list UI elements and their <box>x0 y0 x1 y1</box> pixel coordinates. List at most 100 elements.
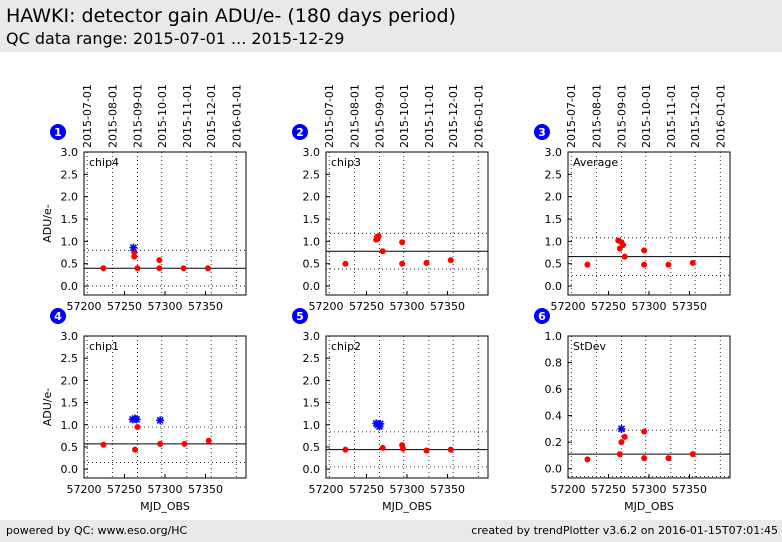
y-tick-label: 1.0 <box>61 235 79 248</box>
panel-number: 6 <box>538 310 546 323</box>
top-date-label: 2015-09-01 <box>615 84 628 148</box>
panel-number-badge <box>292 308 308 324</box>
top-date-label: 2015-07-01 <box>81 84 94 148</box>
y-tick-label: 0.0 <box>545 280 563 293</box>
top-date-label: 2016-01-01 <box>230 84 243 148</box>
y-tick-label: 1.0 <box>545 235 563 248</box>
data-point <box>620 241 627 248</box>
y-tick-label: 0.0 <box>61 463 79 476</box>
top-date-label: 2015-10-01 <box>398 84 411 148</box>
panel-label: chip2 <box>331 340 361 353</box>
y-tick-label: 0.0 <box>303 463 321 476</box>
x-tick-label: 57300 <box>390 300 425 313</box>
chart-panel-6: 1.0 0.8 0.6 0.4 0.2 0.0 57200 57250 57300 57350 St… <box>534 308 731 513</box>
data-point <box>641 261 648 268</box>
data-point <box>156 265 163 272</box>
y-tick-label: 0.5 <box>61 441 79 454</box>
y-tick-label: 0.8 <box>545 357 563 370</box>
data-point <box>665 455 672 462</box>
top-date-label: 2015-08-01 <box>106 84 119 148</box>
x-tick-label: 57300 <box>632 483 667 496</box>
data-point <box>621 433 628 440</box>
data-point <box>641 428 648 435</box>
x-axis-label: MJD_OBS <box>624 500 674 513</box>
data-point <box>132 415 141 424</box>
chart-panel-2: 3.0 2.5 2.0 1.5 1.0 0.5 0.0 57200 57250 57300 5735… <box>292 84 489 313</box>
chart-panel-3: 3.0 2.5 2.0 1.5 1.0 0.5 0.0 57200 57250 57300 5735… <box>534 84 731 313</box>
data-point <box>641 455 648 462</box>
plot-frame <box>567 335 731 479</box>
page-title: HAWKI: detector gain ADU/e- (180 days pe… <box>6 5 456 27</box>
y-tick-label: 3.0 <box>303 146 321 159</box>
data-point <box>156 416 165 425</box>
y-tick-label: 0.2 <box>545 436 563 449</box>
y-tick-label: 1.0 <box>545 330 563 343</box>
data-point <box>379 248 386 255</box>
y-tick-label: 2.0 <box>61 374 79 387</box>
data-point <box>584 456 591 463</box>
x-tick-label: 57250 <box>107 300 142 313</box>
panel-label: StDev <box>573 340 607 353</box>
x-tick-label: 57300 <box>632 300 667 313</box>
y-axis-label: ADU/e- <box>41 388 54 427</box>
x-tick-label: 57200 <box>309 483 344 496</box>
panel-label: chip3 <box>331 156 361 169</box>
y-tick-label: 2.0 <box>61 191 79 204</box>
y-tick-label: 2.5 <box>545 168 563 181</box>
panel-number: 4 <box>54 310 62 323</box>
y-tick-label: 3.0 <box>545 146 563 159</box>
x-tick-label: 57200 <box>551 483 586 496</box>
top-date-label: 2015-12-01 <box>689 84 702 148</box>
y-tick-label: 0.5 <box>303 258 321 271</box>
y-axis-label: ADU/e- <box>41 204 54 243</box>
footer-powered-by: powered by QC: www.eso.org/HC <box>6 524 188 537</box>
y-tick-label: 2.5 <box>303 168 321 181</box>
data-point <box>399 260 406 267</box>
y-tick-label: 3.0 <box>61 146 79 159</box>
panel-number: 3 <box>538 126 546 139</box>
y-tick-label: 0.5 <box>545 258 563 271</box>
x-axis-label: MJD_OBS <box>382 500 432 513</box>
top-date-label: 2015-08-01 <box>348 84 361 148</box>
panel-number: 5 <box>296 310 304 323</box>
x-tick-label: 57250 <box>349 300 384 313</box>
y-tick-label: 1.5 <box>303 213 321 226</box>
x-tick-label: 57350 <box>188 483 223 496</box>
y-tick-label: 3.0 <box>303 330 321 343</box>
top-date-label: 2015-07-01 <box>323 84 336 148</box>
data-point <box>399 239 406 246</box>
y-tick-label: 0.5 <box>61 258 79 271</box>
chart-panel-1: 3.0 2.5 2.0 1.5 1.0 0.5 0.0 57200 57250 57300 5735… <box>41 84 247 313</box>
data-point <box>100 265 107 272</box>
data-point <box>447 257 454 264</box>
x-tick-label: 57250 <box>349 483 384 496</box>
plot-frame <box>325 151 489 296</box>
data-point <box>100 441 107 448</box>
data-point <box>616 451 623 458</box>
page-footer: powered by QC: www.eso.org/HC created by… <box>0 520 782 542</box>
data-point <box>129 243 138 252</box>
x-tick-label: 57250 <box>591 300 626 313</box>
panel-number-badge <box>50 308 66 324</box>
x-tick-label: 57250 <box>107 483 142 496</box>
x-tick-label: 57200 <box>67 483 102 496</box>
panel-label: chip1 <box>89 340 119 353</box>
top-date-label: 2015-08-01 <box>590 84 603 148</box>
y-tick-label: 0.0 <box>545 463 563 476</box>
top-date-label: 2015-11-01 <box>423 84 436 148</box>
y-tick-label: 0.0 <box>61 280 79 293</box>
data-point <box>128 415 137 424</box>
page-subtitle: QC data range: 2015-07-01 ... 2015-12-29 <box>6 29 345 48</box>
page-header <box>0 0 782 52</box>
x-tick-label: 57350 <box>430 300 465 313</box>
panel-number-badge <box>292 124 308 140</box>
data-point <box>584 261 591 268</box>
data-point <box>621 253 628 260</box>
data-point <box>342 446 349 453</box>
y-tick-label: 3.0 <box>61 330 79 343</box>
panel-number-badge <box>534 124 550 140</box>
x-tick-label: 57350 <box>672 483 707 496</box>
data-point <box>423 447 430 454</box>
y-tick-label: 2.0 <box>303 191 321 204</box>
